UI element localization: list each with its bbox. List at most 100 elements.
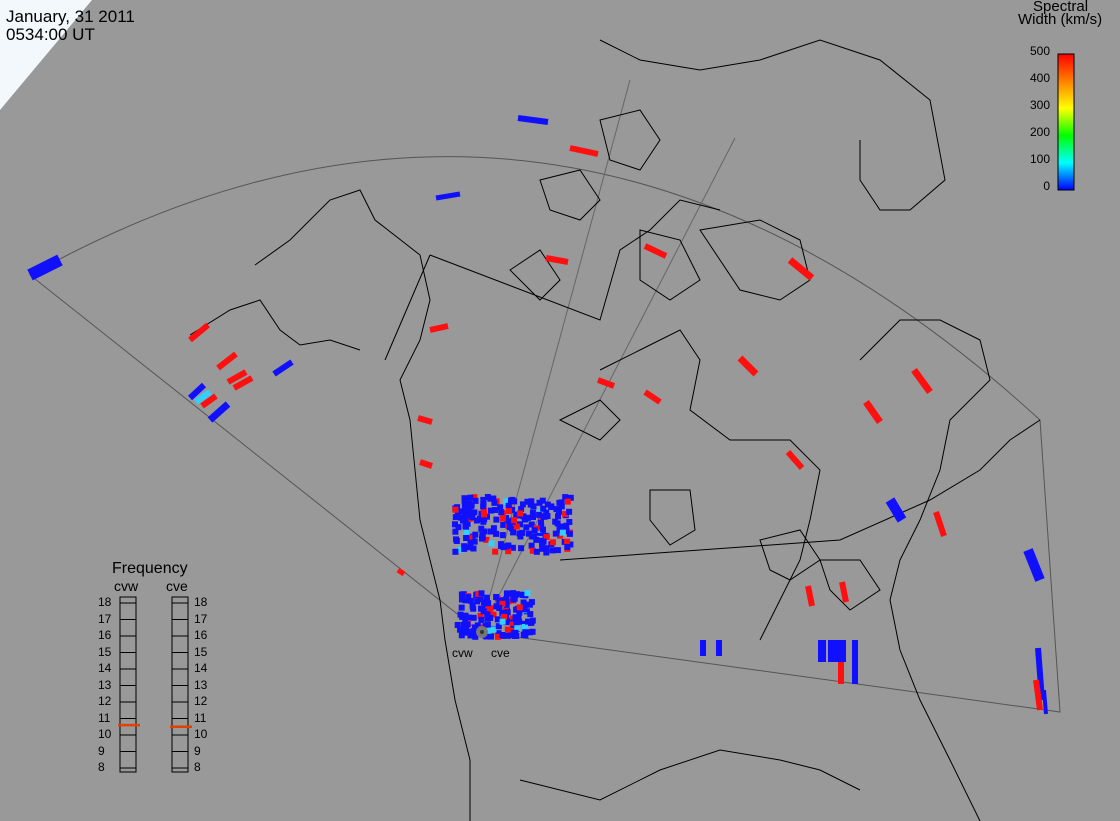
echo-cell [463, 535, 470, 541]
echo-cell [536, 511, 543, 518]
echo-cell [700, 640, 706, 656]
echo-segment [200, 393, 218, 409]
echo-cell [543, 533, 550, 540]
echo-cell [458, 591, 465, 598]
radar-fov-outline [29, 156, 1061, 713]
frequency-level-label: 12 [194, 694, 208, 708]
echo-cell [514, 625, 521, 632]
echo-cell [462, 617, 469, 624]
echo-cell [556, 525, 563, 531]
site-label-cvw: cvw [452, 646, 473, 660]
echo-cell [517, 533, 524, 540]
echo-cell [500, 515, 506, 522]
echo-cell [716, 640, 722, 656]
echo-cell [838, 662, 844, 684]
echo-segment [933, 511, 947, 537]
echo-segment [517, 115, 549, 125]
echo-cell [509, 621, 516, 628]
echo-cell [484, 494, 491, 500]
echo-cell [465, 508, 472, 515]
echo-cell [463, 529, 470, 536]
echo-cell [523, 524, 530, 531]
echo-cell [492, 507, 498, 513]
echo-cell [460, 517, 466, 524]
echo-cell [500, 521, 507, 528]
echo-cell [559, 529, 566, 536]
echo-cell [515, 615, 522, 622]
echo-cell [465, 511, 472, 518]
echo-cell [511, 517, 518, 524]
echo-cell [471, 509, 478, 516]
echo-segment [643, 389, 662, 405]
echo-cell [499, 532, 506, 539]
echo-cell [504, 609, 511, 616]
echo-cell [544, 513, 551, 520]
echo-segment [863, 399, 883, 425]
echo-cell [550, 539, 556, 546]
echo-cell [505, 548, 512, 555]
echo-segment [911, 367, 933, 395]
echo-cell [513, 632, 520, 639]
echo-cell [465, 594, 472, 601]
frequency-column [119, 596, 137, 773]
echo-cell [500, 597, 507, 604]
echo-segment [194, 389, 212, 405]
echo-segment [232, 375, 254, 391]
echo-cell [567, 541, 574, 548]
echo-cell [529, 509, 536, 516]
echo-cell [519, 529, 526, 536]
frequency-level-label: 11 [98, 710, 111, 725]
echo-cell [522, 629, 529, 636]
echo-cell [528, 498, 535, 505]
frequency-level-label: 11 [194, 710, 207, 725]
echo-cell [526, 601, 533, 608]
echo-cell [462, 521, 469, 528]
echo-cell [462, 625, 469, 632]
time-label: 0534:00 UT [6, 25, 95, 44]
echo-cell [496, 597, 503, 604]
echo-cell [503, 596, 510, 602]
echo-cell [452, 521, 458, 528]
echo-cell [518, 506, 525, 513]
colorbar-tick: 100 [1029, 152, 1050, 166]
frequency-level-label: 15 [98, 644, 112, 659]
echo-cell [510, 529, 517, 536]
echo-cell [487, 507, 494, 514]
echo-cell [455, 524, 462, 531]
frequency-level-label: 16 [98, 628, 112, 642]
echo-cell [540, 513, 547, 520]
echo-cell [460, 621, 467, 628]
echo-cell [520, 513, 527, 520]
echo-cell [503, 601, 510, 608]
echo-cell [566, 508, 573, 515]
echo-cell [564, 538, 571, 545]
echo-segment [737, 355, 759, 377]
echo-cell [528, 542, 535, 549]
echo-cell [513, 511, 520, 518]
echo-cell [530, 503, 537, 510]
echo-cell [499, 632, 506, 638]
frequency-level-label: 17 [98, 611, 112, 626]
echo-segment [27, 254, 63, 281]
echo-cell [506, 518, 513, 525]
echo-cell [553, 506, 560, 513]
echo-cell [471, 494, 478, 501]
echo-cell [493, 530, 500, 537]
echo-cell [484, 621, 491, 628]
echo-cell [462, 629, 469, 636]
echo-cell [452, 528, 459, 535]
colorbar-tick: 200 [1029, 125, 1050, 139]
echo-cell [514, 591, 521, 598]
echo-cell [495, 630, 502, 637]
echo-segment [188, 322, 210, 343]
echo-cell [466, 544, 472, 551]
echo-cell [488, 633, 494, 640]
echo-cell [543, 549, 550, 556]
echo-cell [524, 590, 531, 597]
echo-cell [513, 619, 520, 626]
echo-segment [885, 497, 907, 523]
echo-segment [1033, 679, 1043, 711]
frequency-header-cve: cve [166, 578, 188, 594]
echo-cell [818, 640, 826, 662]
